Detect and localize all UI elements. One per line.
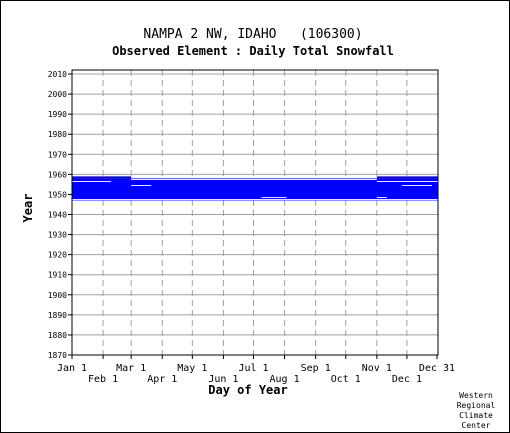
missing-data-gap [376,180,438,182]
y-tick-label: 1870 [48,351,67,360]
y-tick-label: 1990 [48,110,67,119]
credit-line-2: Regional [457,401,496,410]
x-tick-label: Jan 1 [57,363,87,374]
x-tick-label: Sep 1 [301,363,331,374]
y-tick-label: 1900 [48,291,67,300]
y-tick-label: 1920 [48,251,67,260]
x-tick-label: Dec 31 [419,363,455,374]
x-axis-label: Day of Year [208,383,287,397]
grid-lines [72,70,438,356]
y-tick-label: 1930 [48,231,67,240]
y-tick-label: 2010 [48,70,67,79]
missing-data-gap [401,185,432,187]
y-tick-label: 1970 [48,150,67,159]
x-tick-label: Jun 1 [208,374,238,385]
missing-data-gap [261,197,287,199]
y-tick-label: 1940 [48,211,67,220]
snowfall-data-block [376,176,438,179]
y-tick-label: 2000 [48,90,67,99]
missing-data-gap [72,199,438,201]
chart-subtitle: Observed Element : Daily Total Snowfall [112,44,394,58]
x-tick-label: Apr 1 [147,374,177,385]
x-tick-label: Mar 1 [116,363,146,374]
y-axis-label: Year [21,194,35,223]
x-tick-label: Jul 1 [238,363,268,374]
y-tick-label: 1950 [48,190,67,199]
missing-data-gap [131,178,377,180]
missing-data-gap [72,180,112,182]
chart-title: NAMPA 2 NW, IDAHO (106300) [143,27,362,42]
x-tick-label: Oct 1 [331,374,361,385]
credit-line-4: Center [462,421,491,430]
x-tick-label: Aug 1 [270,374,300,385]
plot-area-border [71,69,439,356]
y-axis-ticks: 1870 1880 1890 1900 1910 1920 1930 1940 1950 1960… [48,70,72,360]
y-tick-label: 1880 [48,331,67,340]
snowfall-data-block [72,176,132,179]
y-tick-label: 1910 [48,271,67,280]
y-tick-label: 1960 [48,170,67,179]
missing-data-gap [131,185,152,187]
credit-line-3: Climate [459,411,493,420]
x-tick-label: Nov 1 [362,363,392,374]
x-tick-label: May 1 [177,363,207,374]
x-tick-label: Feb 1 [88,374,118,385]
x-tick-label: Dec 1 [392,374,422,385]
x-axis-ticks: Jan 1 Mar 1 May 1 Jul 1 Sep 1 Nov 1 Dec 31 Feb … [57,355,455,385]
data-marks [72,176,438,201]
y-tick-label: 1980 [48,130,67,139]
snowfall-data-block [72,178,438,201]
missing-data-gap [376,197,387,199]
credit-block: Western Regional Climate Center [457,391,496,430]
credit-line-1: Western [459,391,493,400]
y-tick-label: 1890 [48,311,67,320]
